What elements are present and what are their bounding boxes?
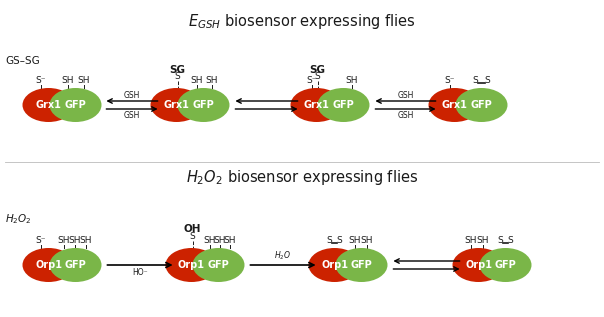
Text: S: S — [327, 236, 332, 245]
Text: SH: SH — [79, 236, 92, 245]
Ellipse shape — [428, 88, 481, 122]
Text: Orp1: Orp1 — [321, 260, 348, 270]
Ellipse shape — [150, 88, 202, 122]
Text: SH: SH — [57, 236, 69, 245]
Text: S: S — [484, 76, 490, 85]
Text: SH: SH — [223, 236, 236, 245]
Text: SH: SH — [204, 236, 216, 245]
Text: OH: OH — [184, 224, 201, 234]
Ellipse shape — [178, 88, 230, 122]
Text: Grx1: Grx1 — [304, 100, 329, 110]
Text: GFP: GFP — [65, 100, 86, 110]
Text: GFP: GFP — [333, 100, 355, 110]
Ellipse shape — [22, 248, 74, 282]
Text: GFP: GFP — [193, 100, 214, 110]
Text: Grx1: Grx1 — [164, 100, 190, 110]
Ellipse shape — [193, 248, 245, 282]
Text: SH: SH — [61, 76, 74, 85]
Text: SH: SH — [360, 236, 373, 245]
Text: S⁻: S⁻ — [306, 76, 316, 85]
Text: S: S — [472, 76, 478, 85]
Ellipse shape — [455, 88, 507, 122]
Text: S: S — [190, 232, 195, 241]
Text: GSH: GSH — [397, 111, 414, 120]
Text: S: S — [507, 236, 513, 245]
Text: $\it{E}_{GSH}$ biosensor expressing flies: $\it{E}_{GSH}$ biosensor expressing flie… — [188, 12, 416, 31]
Ellipse shape — [452, 248, 504, 282]
Ellipse shape — [50, 248, 101, 282]
Text: $H_2O_2$: $H_2O_2$ — [5, 212, 32, 226]
Text: S: S — [336, 236, 342, 245]
Text: SH: SH — [213, 236, 226, 245]
Text: SH: SH — [205, 76, 218, 85]
Text: S⁻: S⁻ — [35, 236, 46, 245]
Text: $H_2O_2$ biosensor expressing flies: $H_2O_2$ biosensor expressing flies — [186, 168, 418, 187]
Ellipse shape — [22, 88, 74, 122]
Text: S⁻: S⁻ — [35, 76, 46, 85]
Text: Orp1: Orp1 — [35, 260, 62, 270]
Text: SH: SH — [464, 236, 477, 245]
Text: Orp1: Orp1 — [465, 260, 492, 270]
Ellipse shape — [291, 88, 342, 122]
Ellipse shape — [335, 248, 388, 282]
Text: Orp1: Orp1 — [178, 260, 205, 270]
Text: HO⁻: HO⁻ — [132, 268, 148, 277]
Text: S: S — [498, 236, 503, 245]
Ellipse shape — [480, 248, 532, 282]
Text: SH: SH — [476, 236, 489, 245]
Text: SH: SH — [77, 76, 90, 85]
Text: SG: SG — [170, 65, 185, 75]
Text: SH: SH — [345, 76, 358, 85]
Text: Grx1: Grx1 — [442, 100, 467, 110]
Text: SH: SH — [68, 236, 81, 245]
Ellipse shape — [165, 248, 217, 282]
Text: Grx1: Grx1 — [36, 100, 62, 110]
Ellipse shape — [318, 88, 370, 122]
Text: S: S — [175, 72, 181, 81]
Text: GSH: GSH — [124, 90, 140, 100]
Text: $H_2O$: $H_2O$ — [274, 249, 292, 262]
Text: GSH: GSH — [397, 90, 414, 100]
Text: GFP: GFP — [351, 260, 373, 270]
Text: S⁻: S⁻ — [445, 76, 455, 85]
Text: GFP: GFP — [65, 260, 86, 270]
Text: GFP: GFP — [208, 260, 230, 270]
Text: S: S — [315, 72, 320, 81]
Ellipse shape — [309, 248, 361, 282]
Text: GFP: GFP — [471, 100, 492, 110]
Text: SH: SH — [349, 236, 361, 245]
Text: GSH: GSH — [124, 111, 140, 120]
Text: GS–SG: GS–SG — [5, 56, 40, 66]
Ellipse shape — [50, 88, 101, 122]
Text: SG: SG — [309, 65, 326, 75]
Text: GFP: GFP — [495, 260, 516, 270]
Text: SH: SH — [190, 76, 203, 85]
